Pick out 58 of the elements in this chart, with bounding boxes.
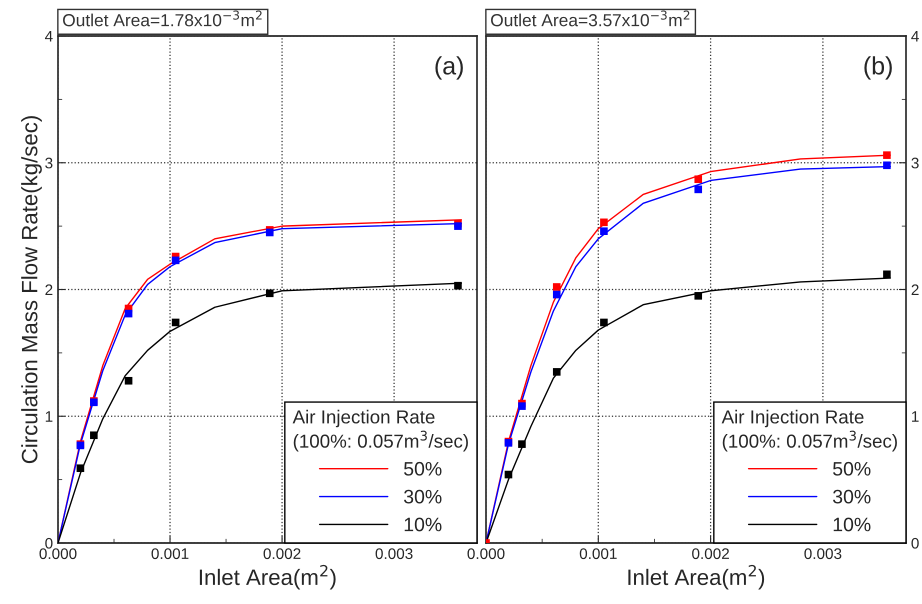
- point: [504, 470, 512, 478]
- point: [172, 256, 180, 264]
- point: [883, 270, 891, 278]
- y-tick-label: 3: [911, 158, 919, 168]
- x-tick-label: 0.002: [264, 548, 300, 560]
- x-tick-label: 0.002: [692, 548, 729, 560]
- x-tick-label: 0.000: [467, 548, 505, 560]
- point: [518, 402, 526, 410]
- y-tick-label: 1: [46, 411, 52, 422]
- legend-label: 30%: [404, 490, 442, 504]
- x-axis-title: Inlet Area(m$^{2}$): [628, 564, 764, 590]
- point: [883, 151, 891, 159]
- point: [694, 175, 702, 184]
- point: [600, 218, 608, 226]
- y-tick-label: 2: [45, 284, 52, 296]
- point: [76, 464, 84, 472]
- x-tick-label: 0.000: [39, 548, 77, 560]
- legend-title: Air Injection Rate (100%: 0.057m$^{3}$/sec): [292, 410, 468, 452]
- x-tick-label: 0.001: [580, 548, 617, 560]
- legend-label: 50%: [833, 462, 870, 476]
- point: [124, 310, 132, 318]
- point: [694, 186, 702, 194]
- point: [552, 368, 561, 376]
- point: [454, 282, 462, 290]
- x-tick-label: 0.003: [376, 548, 413, 560]
- legend-label: 10%: [834, 518, 870, 532]
- point: [694, 292, 702, 300]
- legend-title: Air Injection Rate (100%: 0.057m$^{3}$/sec): [722, 410, 897, 452]
- point: [600, 318, 608, 326]
- x-tick-label: 0.001: [152, 548, 188, 560]
- legend-label: 50%: [404, 462, 442, 476]
- y-tick-label: 0: [45, 538, 53, 549]
- point: [518, 440, 526, 448]
- annotation: (b): [864, 56, 892, 80]
- legend-label: 30%: [833, 490, 870, 504]
- x-axis-title: Inlet Area(m$^{2}$): [200, 564, 336, 590]
- y-tick-label: 4: [44, 31, 53, 42]
- point: [600, 227, 608, 235]
- y-tick-label: 4: [911, 31, 919, 42]
- point: [552, 290, 561, 298]
- point: [90, 431, 98, 440]
- y-axis-title: Circulation Mass Flow Rate(kg/sec): [21, 116, 42, 464]
- annotation: (a): [435, 56, 463, 80]
- point: [552, 283, 561, 291]
- point: [266, 290, 274, 298]
- point: [172, 318, 180, 326]
- chart-title: Outlet Area=3.57x10$^{−3}$m$^{2}$: [491, 10, 690, 26]
- legend-label: 10%: [404, 518, 442, 532]
- point: [883, 161, 891, 170]
- point: [124, 376, 132, 385]
- x-tick-label: 0.003: [804, 548, 842, 560]
- point: [454, 222, 462, 230]
- y-tick-label: 3: [45, 158, 52, 168]
- y-tick-label: 0: [911, 538, 919, 549]
- point: [266, 228, 274, 236]
- y-tick-label: 1: [912, 411, 919, 422]
- y-tick-label: 2: [912, 284, 919, 296]
- chart-title: Outlet Area=1.78x10$^{−3}$m$^{2}$: [63, 10, 262, 26]
